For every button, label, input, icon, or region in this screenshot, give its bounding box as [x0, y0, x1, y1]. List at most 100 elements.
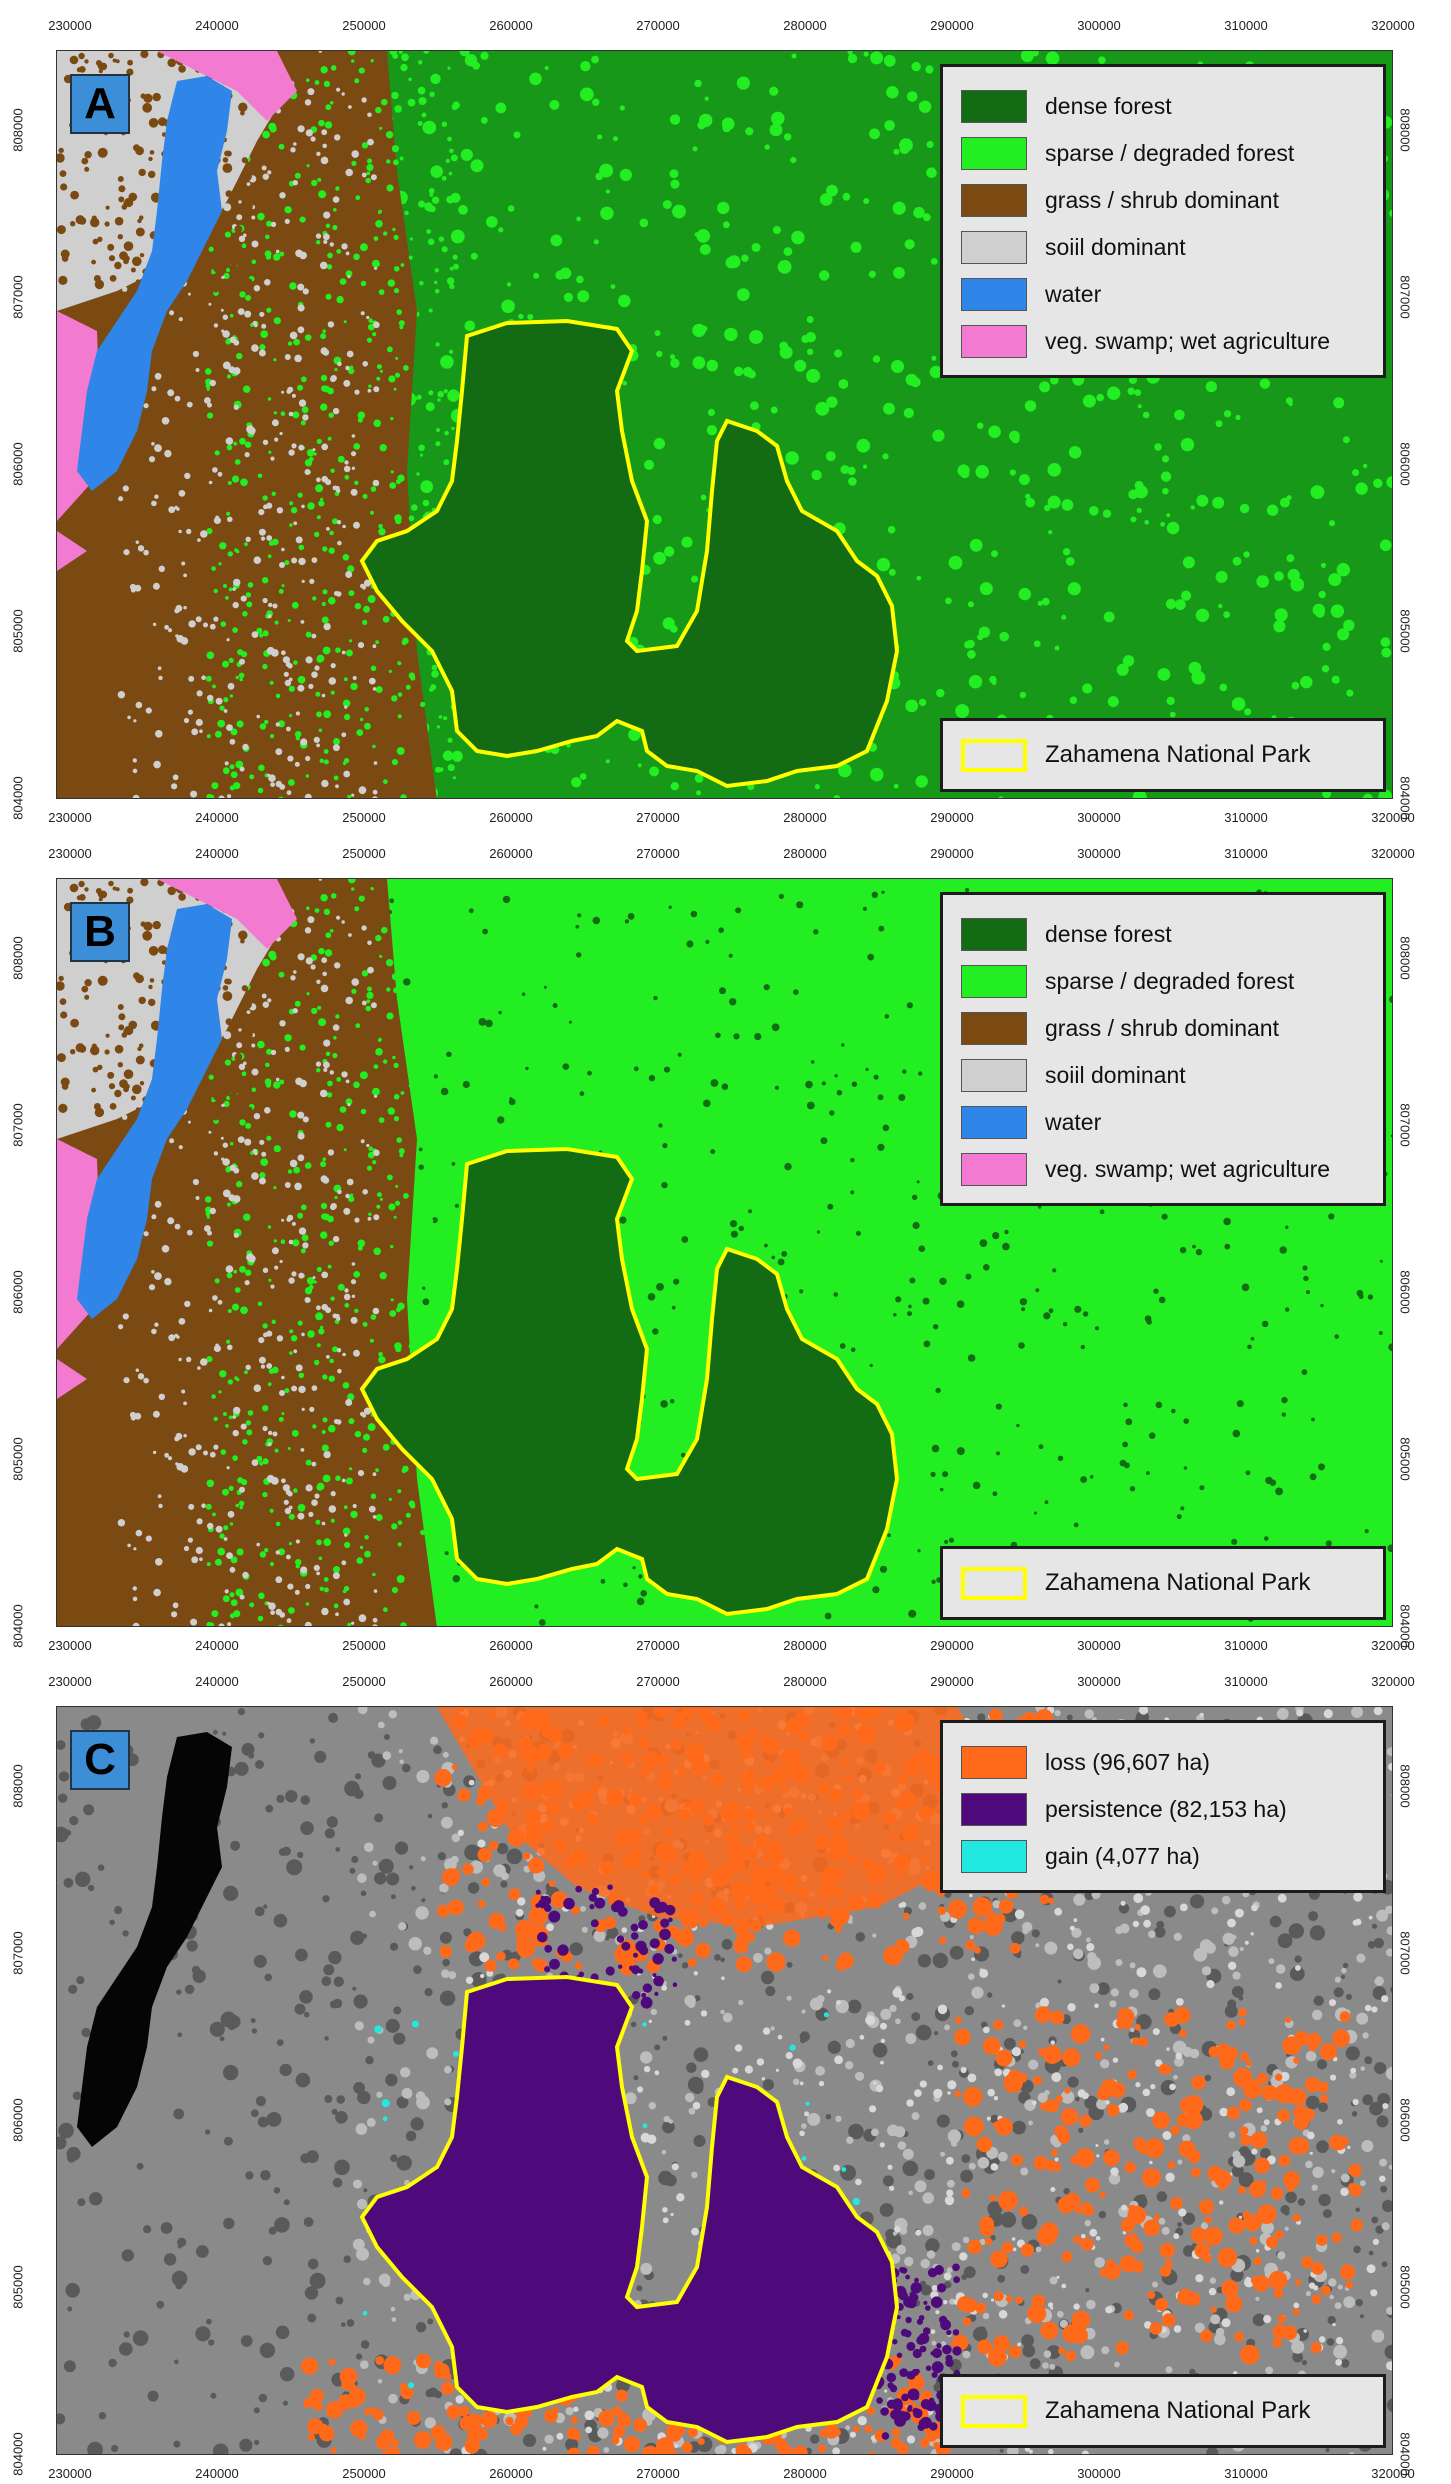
y-tick-label: 805000: [10, 609, 26, 653]
x-tick-label: 280000: [783, 18, 827, 33]
park-legend: Zahamena National Park: [940, 718, 1386, 792]
x-tick-label: 300000: [1077, 1638, 1121, 1653]
map-panel-b: 230000 230000 240000 240000 250000 250000 2600…: [0, 828, 1451, 1653]
y-tick-label: 804000: [10, 1604, 26, 1648]
legend-swatch: [961, 918, 1027, 951]
park-boundary: [359, 1146, 900, 1617]
park-legend-label: Zahamena National Park: [1045, 2397, 1311, 2424]
x-tick-label: 320000: [1371, 1674, 1415, 1689]
x-tick-label: 320000: [1371, 18, 1415, 33]
y-tick-label: 804000: [1397, 1604, 1413, 1648]
y-tick-label: 806000: [1397, 1270, 1413, 1314]
map-panel-a: 230000 230000 240000 240000 250000 250000 2600…: [0, 0, 1451, 825]
legend-item: persistence (82,153 ha): [961, 1786, 1365, 1833]
park-outline-swatch: [961, 2394, 1027, 2428]
x-tick-label: 230000: [48, 1674, 92, 1689]
map-legend: dense forest sparse / degraded forest gras…: [940, 64, 1386, 378]
legend-swatch: [961, 1153, 1027, 1186]
land-cover-map: [56, 50, 1393, 799]
land-cover-map: [56, 878, 1393, 1627]
y-tick-label: 804000: [1397, 2432, 1413, 2476]
legend-label: soiil dominant: [1045, 234, 1186, 260]
x-tick-label: 320000: [1371, 846, 1415, 861]
x-tick-label: 230000: [48, 2466, 92, 2481]
x-tick-label: 270000: [636, 846, 680, 861]
legend-item: grass / shrub dominant: [961, 1005, 1365, 1052]
x-tick-label: 320000: [1371, 810, 1415, 825]
legend-item: veg. swamp; wet agriculture: [961, 318, 1365, 365]
legend-label: water: [1045, 281, 1102, 307]
legend-item: sparse / degraded forest: [961, 958, 1365, 1005]
x-tick-label: 300000: [1077, 810, 1121, 825]
x-tick-label: 270000: [636, 1638, 680, 1653]
x-tick-label: 320000: [1371, 2466, 1415, 2481]
x-tick-label: 240000: [195, 810, 239, 825]
map-panel-c: 230000 230000 240000 240000 250000 250000 2600…: [0, 1656, 1451, 2481]
x-tick-label: 280000: [783, 810, 827, 825]
legend-label: veg. swamp; wet agriculture: [1045, 1156, 1331, 1182]
x-tick-label: 240000: [195, 18, 239, 33]
panel-letter: C: [70, 1730, 130, 1790]
y-tick-label: 808000: [10, 1764, 26, 1808]
legend-item: loss (96,607 ha): [961, 1739, 1365, 1786]
legend-swatch: [961, 1059, 1027, 1092]
legend-swatch: [961, 325, 1027, 358]
legend-label: veg. swamp; wet agriculture: [1045, 328, 1331, 354]
y-tick-label: 807000: [1397, 1103, 1413, 1147]
x-tick-label: 320000: [1371, 1638, 1415, 1653]
park-outline-swatch: [961, 738, 1027, 772]
legend-swatch: [961, 1793, 1027, 1826]
x-tick-label: 280000: [783, 2466, 827, 2481]
y-tick-label: 806000: [10, 2098, 26, 2142]
x-tick-label: 260000: [489, 846, 533, 861]
legend-item: water: [961, 271, 1365, 318]
map-legend: dense forest sparse / degraded forest gras…: [940, 892, 1386, 1206]
x-tick-label: 250000: [342, 2466, 386, 2481]
legend-item: veg. swamp; wet agriculture: [961, 1146, 1365, 1193]
y-tick-label: 806000: [1397, 442, 1413, 486]
y-tick-label: 808000: [10, 108, 26, 152]
x-tick-label: 230000: [48, 846, 92, 861]
legend-label: persistence (82,153 ha): [1045, 1796, 1287, 1822]
x-tick-label: 270000: [636, 2466, 680, 2481]
x-tick-label: 250000: [342, 1674, 386, 1689]
legend-label: grass / shrub dominant: [1045, 187, 1279, 213]
x-tick-label: 260000: [489, 18, 533, 33]
x-tick-label: 290000: [930, 810, 974, 825]
park-boundary: [359, 1974, 900, 2445]
x-tick-label: 250000: [342, 846, 386, 861]
x-tick-label: 310000: [1224, 810, 1268, 825]
x-tick-label: 260000: [489, 1674, 533, 1689]
legend-label: dense forest: [1045, 921, 1172, 947]
x-tick-label: 290000: [930, 1674, 974, 1689]
legend-item: water: [961, 1099, 1365, 1146]
park-legend-label: Zahamena National Park: [1045, 741, 1311, 768]
y-tick-label: 806000: [10, 1270, 26, 1314]
legend-label: dense forest: [1045, 93, 1172, 119]
park-boundary: [359, 318, 900, 789]
legend-swatch: [961, 137, 1027, 170]
legend-item: sparse / degraded forest: [961, 130, 1365, 177]
x-tick-label: 290000: [930, 846, 974, 861]
x-tick-label: 230000: [48, 810, 92, 825]
x-tick-label: 300000: [1077, 1674, 1121, 1689]
y-tick-label: 804000: [10, 2432, 26, 2476]
legend-item: soiil dominant: [961, 1052, 1365, 1099]
y-tick-label: 805000: [1397, 609, 1413, 653]
legend-swatch: [961, 1840, 1027, 1873]
x-tick-label: 230000: [48, 18, 92, 33]
legend-label: grass / shrub dominant: [1045, 1015, 1279, 1041]
y-tick-label: 807000: [10, 1103, 26, 1147]
y-tick-label: 807000: [1397, 275, 1413, 319]
y-tick-label: 808000: [1397, 108, 1413, 152]
legend-item: dense forest: [961, 83, 1365, 130]
legend-label: sparse / degraded forest: [1045, 968, 1295, 994]
x-tick-label: 310000: [1224, 1674, 1268, 1689]
x-tick-label: 240000: [195, 1674, 239, 1689]
x-tick-label: 290000: [930, 1638, 974, 1653]
x-tick-label: 310000: [1224, 1638, 1268, 1653]
x-tick-label: 240000: [195, 846, 239, 861]
map-legend: loss (96,607 ha) persistence (82,153 ha) g…: [940, 1720, 1386, 1893]
x-tick-label: 270000: [636, 1674, 680, 1689]
park-outline-swatch: [961, 1566, 1027, 1600]
